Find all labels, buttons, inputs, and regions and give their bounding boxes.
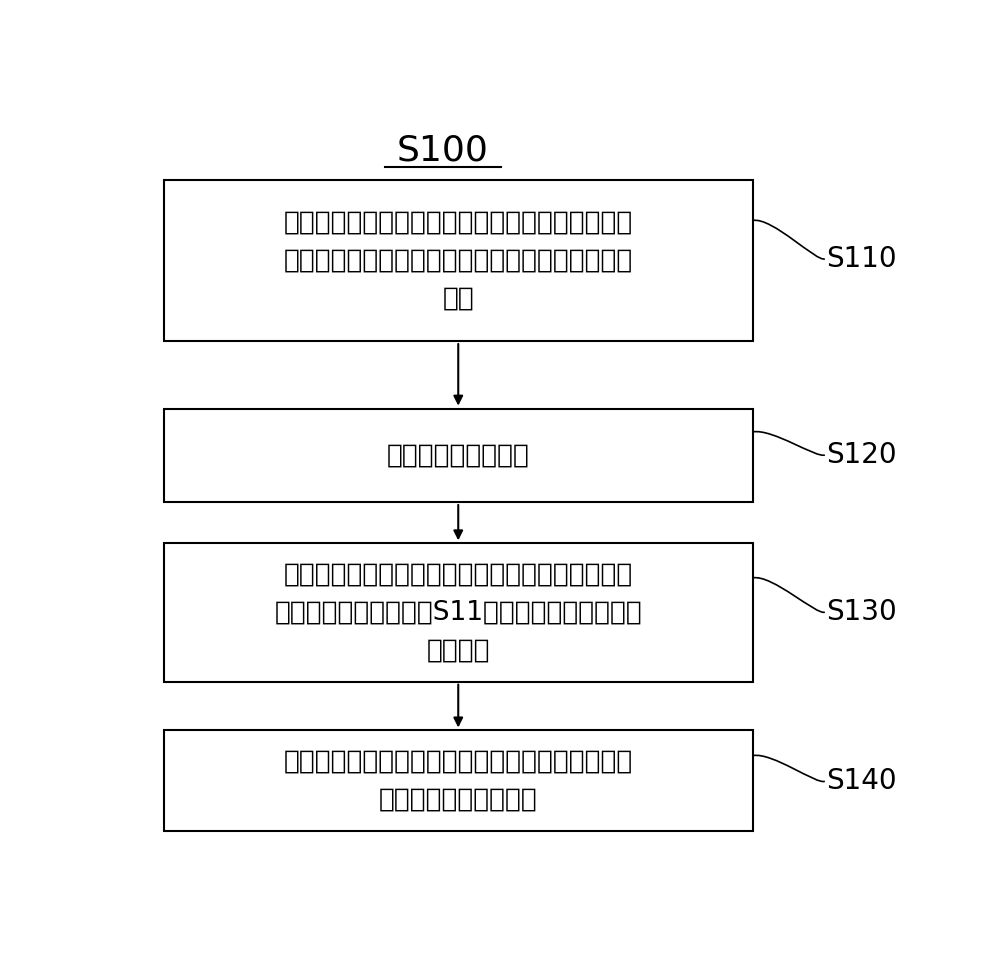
- Text: 利用电磁波扫描所述皮肤上形成的超表面在不同频
率下的反射光谱，得到S11参数与所述频率之间的
关系曲线: 利用电磁波扫描所述皮肤上形成的超表面在不同频 率下的反射光谱，得到S11参数与所…: [274, 562, 642, 664]
- Bar: [164, 730, 753, 831]
- Text: 根据所述模型以及所述关系曲线上谐振峰的频移，
以确定血糖浓度的变化: 根据所述模型以及所述关系曲线上谐振峰的频移， 以确定血糖浓度的变化: [284, 748, 633, 813]
- Text: S140: S140: [826, 767, 897, 795]
- Text: S130: S130: [826, 598, 897, 626]
- Text: S120: S120: [826, 441, 897, 469]
- Text: S110: S110: [826, 245, 897, 273]
- Text: S100: S100: [397, 133, 489, 167]
- Text: 在皮肤上制备超表面: 在皮肤上制备超表面: [387, 442, 530, 469]
- Bar: [164, 408, 753, 503]
- Bar: [164, 180, 753, 341]
- Text: 预先设计具有谐振环结构的超表面，通过模拟建立
血糖浓度与所述超表面的电磁吸收特性之间关系的
模型: 预先设计具有谐振环结构的超表面，通过模拟建立 血糖浓度与所述超表面的电磁吸收特性…: [284, 210, 633, 312]
- Bar: [164, 543, 753, 681]
